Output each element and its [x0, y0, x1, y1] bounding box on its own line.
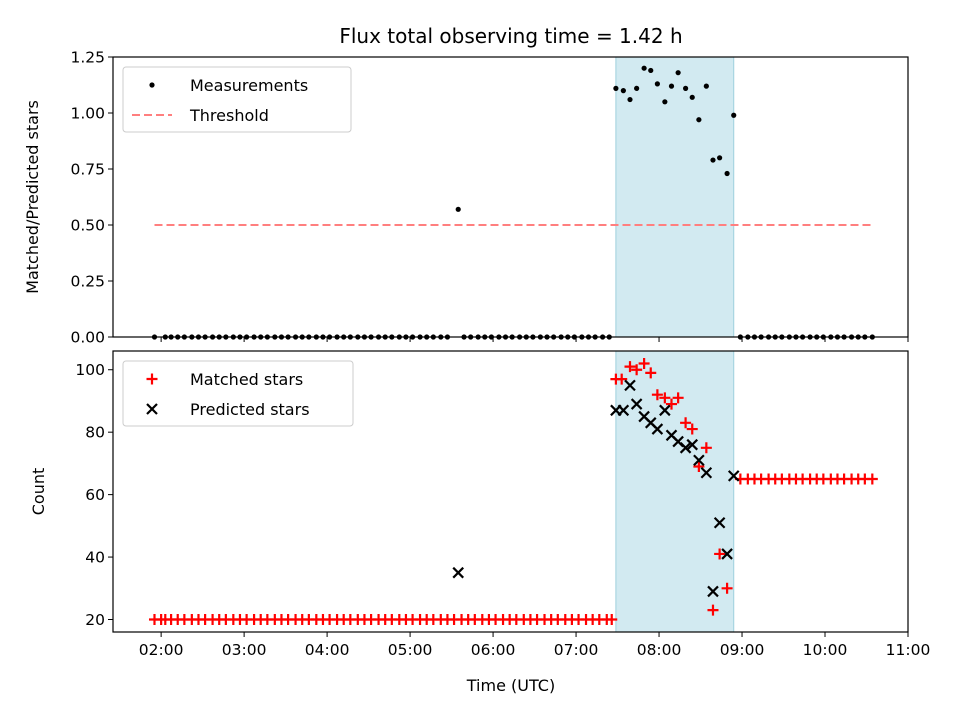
matched-stars-point: [616, 373, 628, 385]
top-axes-frame: [112, 56, 909, 338]
top-y-tick-label: 1.00: [70, 105, 105, 123]
predicted-stars-point: [617, 404, 630, 417]
matched-stars-point: [686, 423, 698, 435]
x-tick-label: 03:00: [222, 641, 267, 659]
bottom-y-axis-label: Count: [29, 468, 48, 516]
matched-stars-point: [651, 389, 663, 401]
predicted-stars-point: [713, 516, 726, 529]
top-legend-box: [122, 66, 352, 133]
measurements-point: [634, 85, 640, 91]
matched-stars-point: [606, 614, 618, 626]
measurements-point: [641, 65, 647, 71]
predicted-stars-point: [624, 379, 636, 392]
top-y-tick-label: 0.50: [70, 217, 105, 235]
measurements-point: [627, 96, 633, 103]
bottom-y-tick-label: 100: [75, 361, 105, 379]
predicted-stars-point: [651, 423, 664, 435]
measurements-point: [696, 117, 702, 123]
matched-stars-point: [672, 392, 684, 404]
matched-stars-point: [721, 582, 733, 594]
bottom-y-tick-label: 40: [85, 549, 105, 567]
x-tick-label: 04:00: [305, 641, 350, 659]
predicted-stars-point: [727, 470, 740, 482]
predicted-stars-point: [700, 466, 713, 479]
x-tick-label: 07:00: [554, 641, 599, 659]
bottom-y-tick-label: 60: [85, 486, 105, 504]
x-axis-label: Time (UTC): [466, 676, 555, 695]
legend-predicted-stars-swatch: [146, 403, 158, 415]
measurements-point: [455, 206, 461, 212]
legend-label: Matched stars: [190, 370, 303, 389]
x-tick-label: 10:00: [803, 641, 848, 659]
bottom-y-tick-label: 20: [85, 611, 105, 629]
top-y-tick-label: 1.25: [70, 49, 105, 67]
matched-stars-point: [659, 392, 671, 404]
x-tick-label: 02:00: [139, 641, 184, 659]
legend-measurements-swatch: [149, 82, 155, 88]
legend-label: Measurements: [190, 76, 308, 95]
matched-stars-point: [700, 442, 712, 454]
measurements-point: [662, 99, 668, 105]
matched-stars-point: [624, 361, 636, 373]
bottom-legend: Matched stars Predicted stars: [122, 360, 354, 427]
predicted-stars-point: [630, 398, 643, 410]
measurements-point: [620, 88, 626, 94]
top-y-axis-label: Matched/Predicted stars: [23, 100, 42, 294]
bottom-legend-box: [122, 360, 354, 427]
legend-label: Predicted stars: [190, 400, 310, 419]
chart-title: Flux total observing time = 1.42 h: [339, 24, 682, 48]
predicted-stars-point: [693, 454, 705, 467]
measurements-point: [703, 83, 709, 89]
measurements-point: [668, 83, 675, 89]
top-y-tick-label: 0.25: [70, 273, 105, 291]
matched-stars-point: [645, 367, 657, 379]
bottom-axes-frame: [112, 350, 909, 633]
top-panel: 0.00 0.25 0.50 0.75 1.00 1.25 Matched/Predicte…: [23, 49, 909, 347]
predicted-stars-point: [659, 404, 671, 417]
measurements-point: [689, 94, 695, 100]
predicted-stars-point: [452, 566, 464, 579]
matched-stars-point: [693, 461, 705, 473]
legend-label: Threshold: [189, 106, 269, 125]
matched-stars-point: [631, 364, 643, 376]
predicted-stars-point: [721, 548, 733, 560]
top-shaded-interval: [615, 56, 735, 338]
bottom-y-tick-label: 80: [85, 424, 105, 442]
measurements-point: [648, 67, 654, 74]
x-tick-label: 05:00: [388, 641, 433, 659]
x-tick-label: 09:00: [720, 641, 765, 659]
measurements-point: [731, 112, 737, 118]
matched-stars-point: [714, 548, 726, 560]
predicted-stars-point: [679, 442, 692, 454]
measurements-point: [682, 85, 689, 91]
x-tick-label: 08:00: [637, 641, 682, 659]
measurements-point: [613, 85, 619, 91]
top-y-tick-label: 0.75: [70, 161, 105, 179]
x-tick-label: 06:00: [471, 641, 516, 659]
matched-stars-point: [680, 417, 692, 429]
top-y-tick-label: 0.00: [70, 329, 105, 347]
matched-stars-point: [638, 357, 650, 369]
measurements-point: [717, 155, 723, 161]
matched-stars-point: [866, 473, 878, 485]
measurements-point: [710, 157, 716, 163]
bottom-panel: 02:00 03:00 04:00 05:00 06:00 07:00 08:00 09:00…: [29, 350, 931, 659]
x-tick-label: 11:00: [886, 641, 931, 659]
matched-stars-point: [707, 604, 719, 616]
predicted-stars-point: [686, 438, 699, 451]
measurements-point: [654, 81, 660, 87]
top-legend: Measurements Threshold: [122, 66, 352, 133]
legend-matched-stars-swatch: [146, 373, 158, 385]
predicted-stars-point: [707, 585, 719, 598]
measurements-point: [724, 170, 730, 177]
measurements-point: [675, 70, 681, 76]
matched-stars-point: [665, 398, 677, 410]
